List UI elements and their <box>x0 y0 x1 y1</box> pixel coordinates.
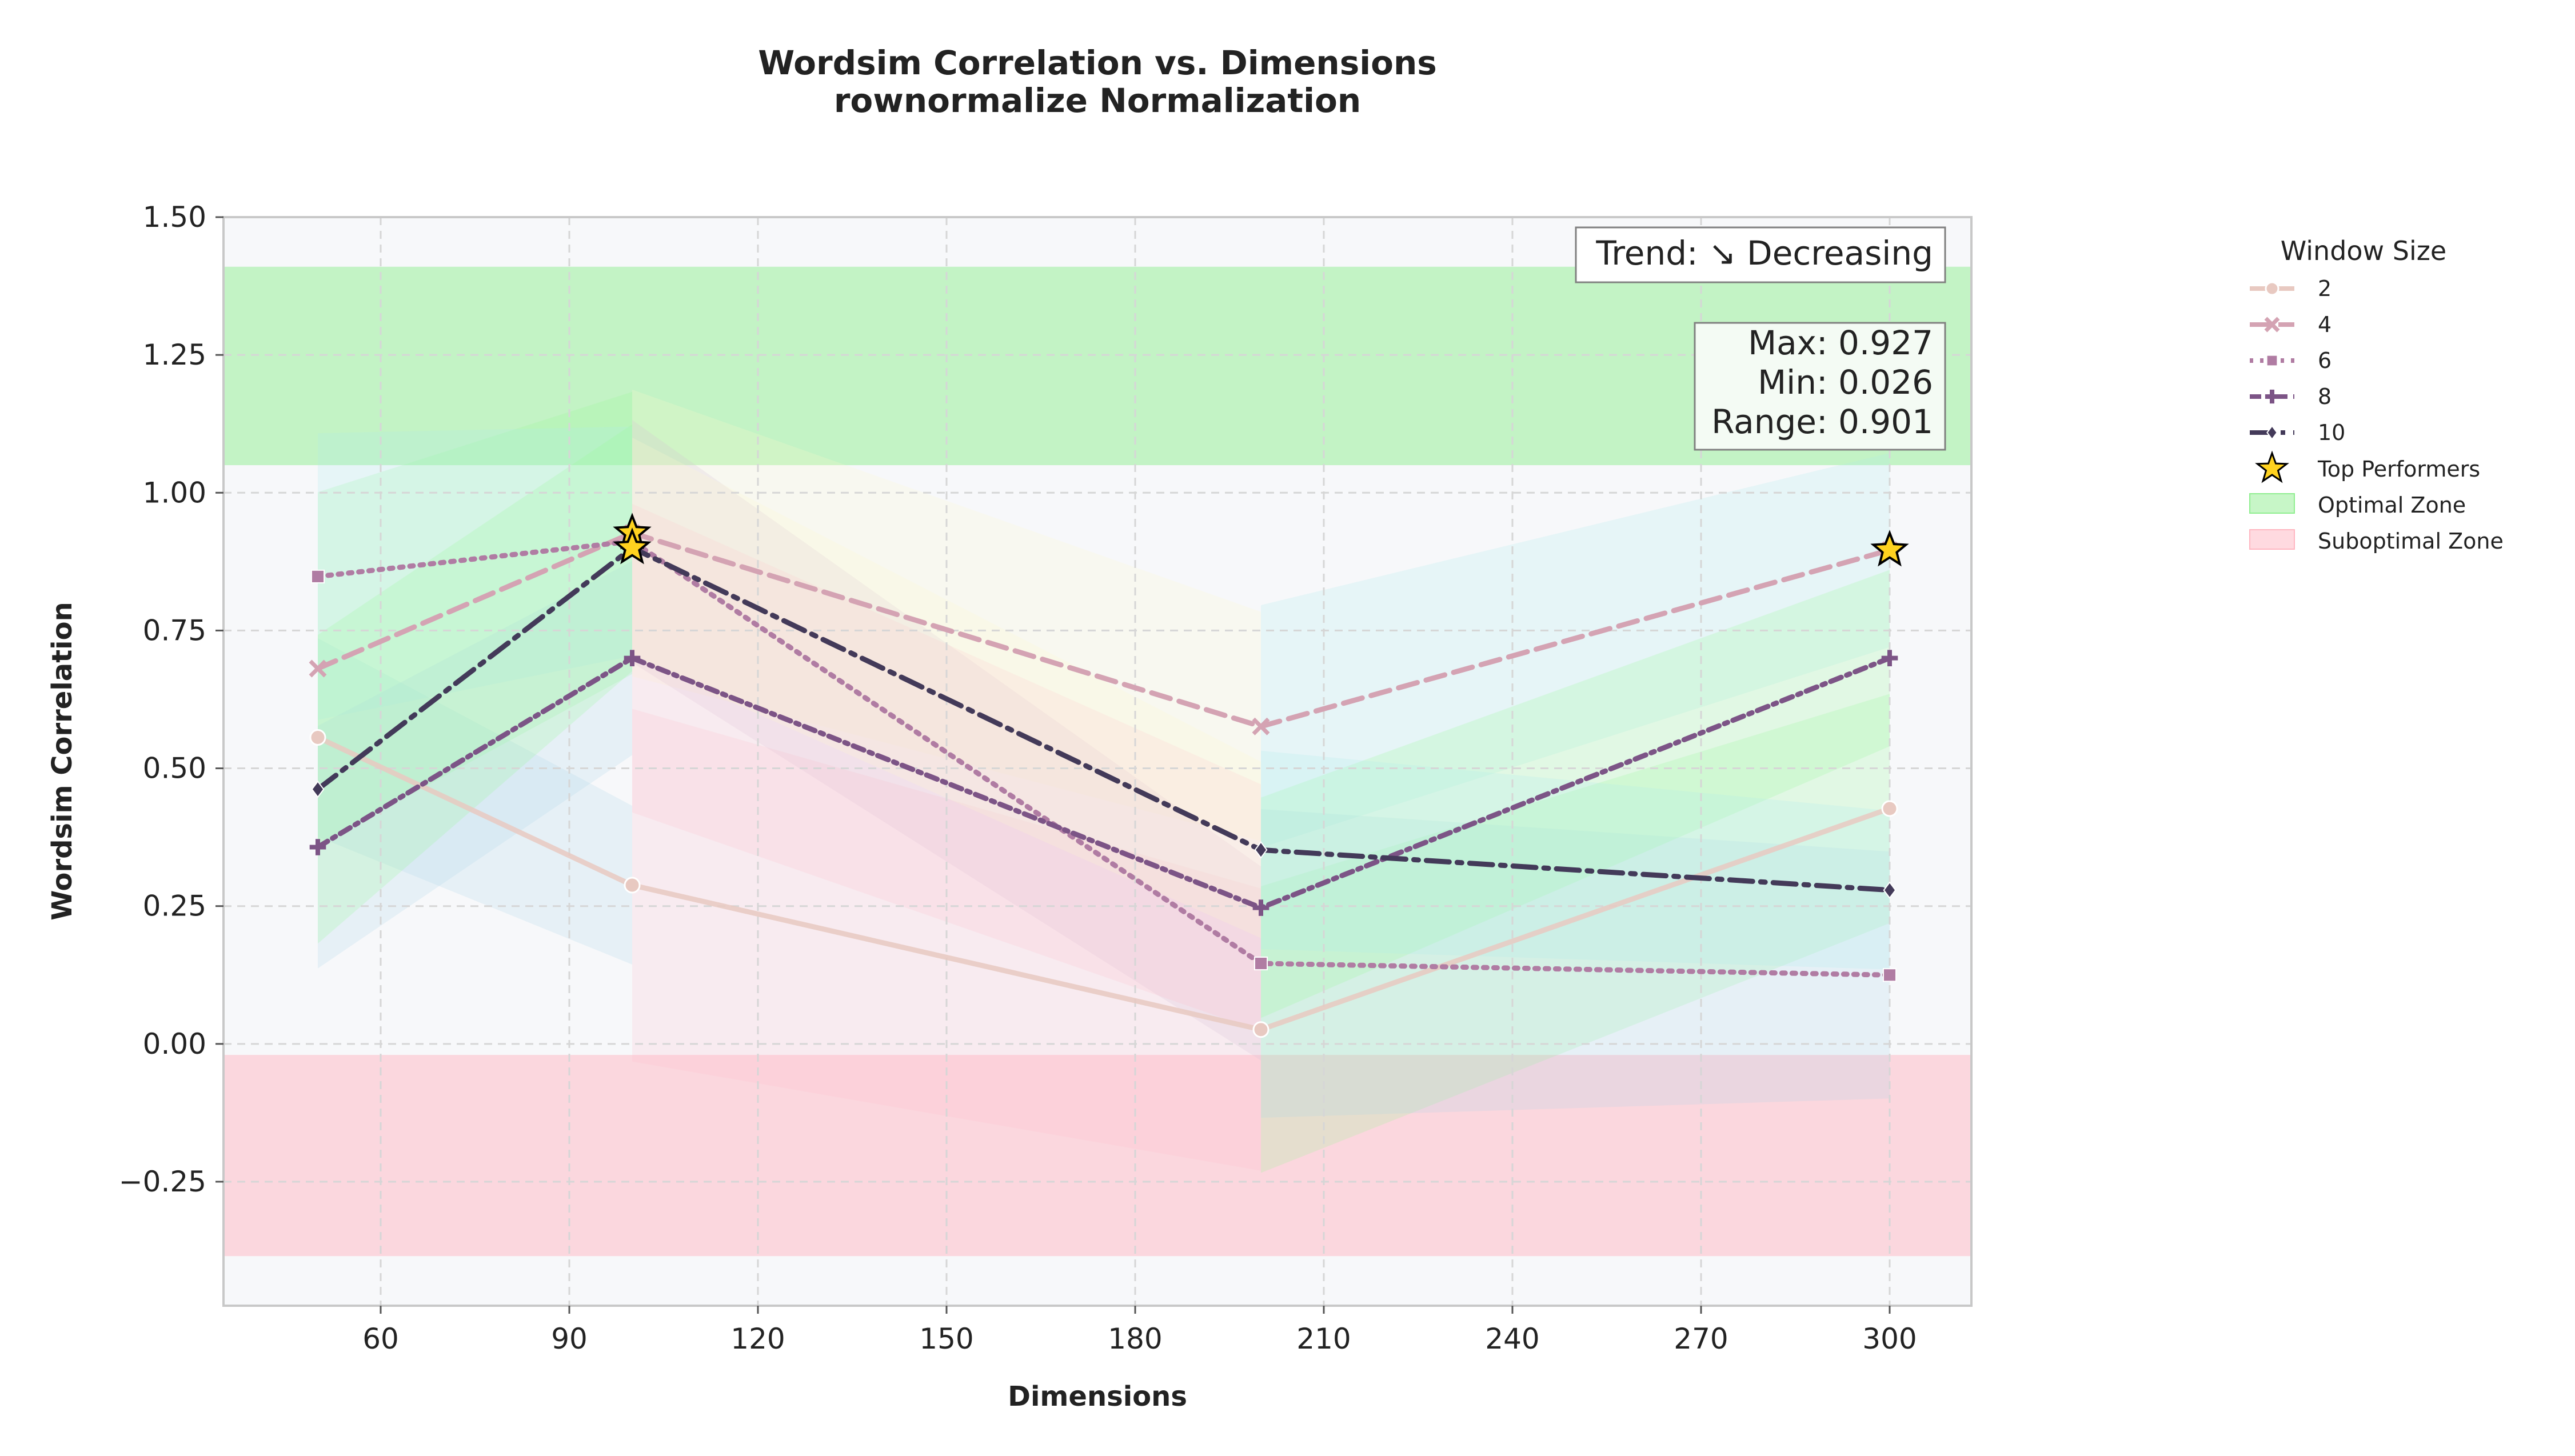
x-axis-label: Dimensions <box>1008 1381 1187 1413</box>
plot-frame <box>222 216 1973 1307</box>
legend-item-top-performers: Top Performers <box>2255 450 2480 483</box>
data-point <box>624 650 641 666</box>
legend-label: 10 <box>2318 420 2345 445</box>
data-point <box>2266 425 2278 441</box>
data-point <box>1883 881 1897 899</box>
legend-label-suboptimal-zone: Suboptimal Zone <box>2318 529 2504 554</box>
confidence-band <box>318 424 632 944</box>
grid <box>223 216 1971 1306</box>
x-tick-label: 60 <box>362 1322 399 1355</box>
series-line <box>315 735 1893 1033</box>
confidence-band <box>318 561 632 969</box>
legend-title: Window Size <box>2281 235 2446 266</box>
data-point <box>1252 717 1270 735</box>
legend-item-4: 4 <box>2250 312 2332 337</box>
data-point <box>2265 389 2279 404</box>
y-tick-label: −0.25 <box>119 1165 206 1198</box>
legend-label-optimal-zone: Optimal Zone <box>2318 493 2466 518</box>
data-point <box>309 839 326 855</box>
top-performer-star <box>613 527 652 565</box>
top-performer-star <box>1870 530 1909 567</box>
stats-range: Range: 0.901 <box>1711 402 1933 441</box>
y-tick-label: 0.25 <box>143 890 206 923</box>
series-line <box>315 545 1893 893</box>
legend-suboptimal-swatch <box>2249 529 2295 550</box>
legend-item-2: 2 <box>2250 276 2332 301</box>
legend-label-top-performers: Top Performers <box>2317 457 2480 482</box>
confidence-band <box>1261 694 1890 1173</box>
chart-subtitle: rownormalize Normalization <box>834 81 1361 120</box>
x-tick-label: 120 <box>730 1322 785 1355</box>
x-tick-label: 90 <box>551 1322 588 1355</box>
data-point <box>309 729 326 746</box>
confidence-band <box>632 709 1261 1171</box>
trend-annotation: Trend: ↘ Decreasing <box>1575 226 1946 283</box>
data-point <box>309 659 327 678</box>
confidence-band <box>318 638 632 965</box>
top-performers <box>613 513 1909 567</box>
confidence-band <box>1261 750 1890 970</box>
series-8 <box>309 650 1898 916</box>
optimal-zone <box>223 266 1971 466</box>
stats-min: Min: 0.026 <box>1758 363 1933 402</box>
y-tick-label: 0.75 <box>143 614 206 647</box>
y-axis-label: Wordsim Correlation <box>46 602 78 920</box>
data-point <box>1882 968 1897 982</box>
x-tick-label: 300 <box>1862 1322 1917 1355</box>
y-axis: 1.50 1.25 1.00 0.75 0.50 0.25 0.00 −0.25 <box>119 201 223 1198</box>
data-point <box>2266 354 2278 367</box>
legend-item-suboptimal-zone: Suboptimal Zone <box>2249 529 2504 554</box>
chart-title: Wordsim Correlation vs. Dimensions <box>758 43 1437 82</box>
series-line <box>315 530 1893 729</box>
legend: Window Size 2 4 6 8 10 Top Performers Optima… <box>2249 235 2504 554</box>
stats-annotation: Max: 0.927 Min: 0.026 Range: 0.901 <box>1694 322 1946 451</box>
data-point <box>1252 1021 1269 1038</box>
x-tick-label: 180 <box>1108 1322 1162 1355</box>
x-tick-label: 270 <box>1674 1322 1728 1355</box>
legend-label: 8 <box>2318 384 2332 409</box>
confidence-band <box>1261 453 1890 848</box>
legend-star-icon <box>2255 450 2289 483</box>
data-point <box>1252 899 1269 916</box>
trend-text: Trend: ↘ Decreasing <box>1595 234 1933 273</box>
y-tick-label: 1.25 <box>143 338 206 371</box>
stats-max: Max: 0.927 <box>1748 323 1933 362</box>
confidence-band <box>318 426 632 720</box>
y-tick-label: 0.00 <box>143 1027 206 1061</box>
data-point <box>1881 800 1898 817</box>
legend-label: 2 <box>2318 276 2332 301</box>
series-2 <box>309 729 1898 1038</box>
data-point <box>1253 956 1268 971</box>
x-tick-label: 150 <box>919 1322 973 1355</box>
data-point <box>2264 317 2280 333</box>
data-point <box>624 877 641 894</box>
legend-optimal-swatch <box>2249 493 2295 514</box>
legend-item-optimal-zone: Optimal Zone <box>2249 493 2466 518</box>
y-tick-label: 0.50 <box>143 752 206 785</box>
data-point <box>1881 650 1898 666</box>
data-point <box>2265 281 2279 296</box>
legend-item-10: 10 <box>2250 420 2345 445</box>
y-tick-label: 1.00 <box>143 476 206 509</box>
suboptimal-zone <box>223 1055 1971 1257</box>
legend-label: 6 <box>2318 348 2332 373</box>
data-point <box>1254 841 1268 859</box>
series-line <box>315 655 1893 911</box>
legend-item-8: 8 <box>2250 384 2332 409</box>
x-axis: 60 90 120 150 180 210 240 270 300 <box>362 1306 1917 1355</box>
x-tick-label: 210 <box>1296 1322 1351 1355</box>
confidence-bands <box>318 389 1890 1173</box>
series-line <box>315 538 1893 978</box>
legend-item-6: 6 <box>2250 348 2332 373</box>
data-point <box>310 569 325 583</box>
y-tick-label: 1.50 <box>143 201 206 234</box>
legend-label: 4 <box>2318 312 2332 337</box>
data-point <box>311 780 325 798</box>
x-tick-label: 240 <box>1485 1322 1539 1355</box>
confidence-band <box>1261 809 1890 1118</box>
